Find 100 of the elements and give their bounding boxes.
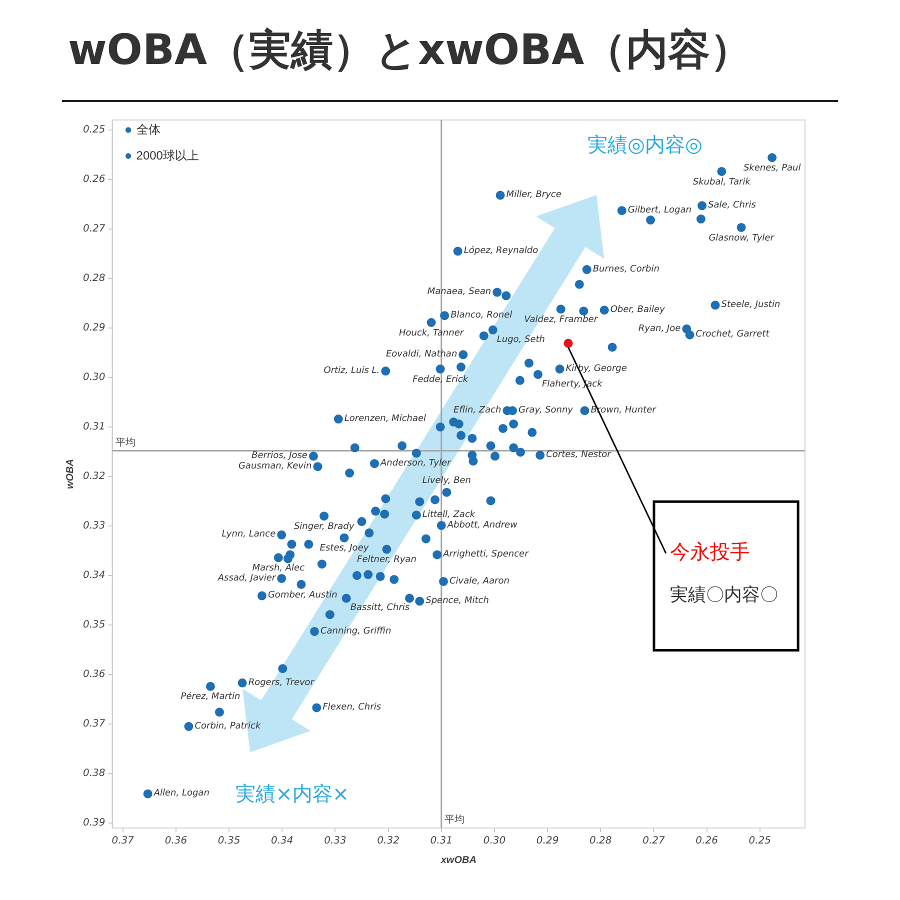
annotation: Assad, Javier (216, 573, 277, 584)
annotation: Skenes, Paul (743, 163, 802, 174)
annotation: Ober, Bailey (610, 304, 666, 315)
annotation: Corbin, Patrick (194, 721, 262, 732)
y-axis-title: wOBA (64, 459, 76, 489)
point (274, 553, 283, 562)
annotation: Berrios, Jose (252, 451, 308, 462)
annotation: Blanco, Ronel (450, 310, 513, 320)
annotation: Gray, Sonny (518, 405, 574, 416)
ref-line-label: 平均 (444, 814, 464, 826)
point (468, 434, 477, 443)
x-tick-label: 0.37 (112, 836, 135, 847)
point (376, 572, 385, 581)
point (536, 450, 545, 460)
point (515, 376, 524, 385)
y-tick-label: 0.34 (83, 570, 106, 582)
point (486, 496, 496, 506)
annotation: Fedde, Erick (412, 374, 469, 385)
annotation: Steele, Justin (721, 300, 780, 310)
point (286, 550, 295, 560)
point (206, 682, 215, 691)
point (516, 448, 525, 457)
point (352, 570, 362, 580)
annotation: 実績×内容× (236, 782, 350, 806)
annotation: Spence, Mitch (426, 596, 490, 606)
point (415, 497, 424, 506)
annotation: Manaea, Sean (427, 287, 492, 298)
annotation: Flexen, Chris (322, 702, 382, 713)
point (524, 358, 534, 368)
y-tick-label: 0.29 (83, 322, 106, 334)
point (430, 495, 440, 504)
y-tick-label: 0.27 (83, 224, 106, 235)
point (277, 530, 286, 540)
point (184, 722, 194, 732)
annotation: Rogers, Trevor (248, 678, 316, 688)
chart-title: wOBA（実績）とxwOBA（内容） (68, 24, 752, 76)
point (325, 610, 334, 620)
annotation: Skubal, Tarik (692, 177, 752, 188)
y-tick-label: 0.28 (83, 273, 106, 284)
point (479, 331, 488, 340)
legend-label: 2000球以上 (136, 148, 199, 162)
point (415, 596, 424, 606)
annotation: Arrighetti, Spencer (442, 550, 530, 560)
annotation: Ortiz, Luis L. (324, 366, 380, 376)
point (608, 342, 617, 352)
annotation: Eflin, Zach (453, 405, 502, 416)
point (405, 594, 414, 603)
y-tick-label: 0.32 (83, 471, 106, 482)
point (364, 528, 374, 538)
annotation: Ryan, Joe (638, 324, 682, 334)
annotation: Civale, Aaron (450, 576, 510, 586)
annotation: Burnes, Corbin (592, 264, 660, 274)
point (486, 441, 496, 450)
point (313, 462, 322, 472)
y-tick-label: 0.36 (83, 669, 106, 680)
point (453, 246, 462, 256)
x-tick-label: 0.36 (164, 836, 188, 847)
x-tick-label: 0.30 (483, 836, 506, 847)
point (580, 406, 590, 416)
point (421, 534, 430, 544)
point (490, 452, 500, 461)
y-tick-label: 0.39 (83, 818, 106, 829)
point (398, 441, 407, 450)
annotation: López, Reynaldo (464, 245, 539, 256)
annotation: Sale, Chris (708, 200, 756, 210)
annotation: Lynn, Lance (222, 530, 276, 540)
x-tick-label: 0.27 (642, 836, 666, 847)
point (698, 201, 707, 210)
point (442, 488, 452, 497)
point (509, 443, 518, 452)
point (257, 591, 266, 600)
point (502, 291, 511, 300)
point (685, 330, 694, 340)
point (717, 166, 726, 176)
x-tick-label: 0.34 (271, 836, 294, 847)
point (426, 318, 436, 327)
annotation: Bassitt, Chris (350, 603, 410, 614)
point (564, 338, 573, 348)
annotation: Pérez, Martin (180, 691, 240, 702)
point (390, 574, 399, 584)
point (528, 428, 537, 437)
point (582, 265, 592, 274)
annotation: 実績〇内容〇 (670, 584, 778, 606)
annotation: Glasnow, Tyler (708, 233, 776, 244)
annotation: Lugo, Seth (496, 334, 546, 345)
point (296, 580, 306, 589)
x-tick-label: 0.28 (589, 836, 612, 847)
point (312, 703, 322, 712)
point (214, 708, 224, 717)
annotation: Singer, Brady (294, 522, 355, 532)
point (768, 153, 777, 162)
point (574, 280, 584, 289)
point (304, 540, 314, 549)
annotation: Eovaldi, Nathan (386, 350, 458, 360)
x-axis-title: xwOBA (440, 854, 476, 866)
point (600, 306, 609, 315)
x-tick-label: 0.29 (536, 836, 559, 847)
point (412, 448, 421, 458)
annotation: Miller, Bryce (506, 190, 562, 200)
point (555, 364, 564, 374)
